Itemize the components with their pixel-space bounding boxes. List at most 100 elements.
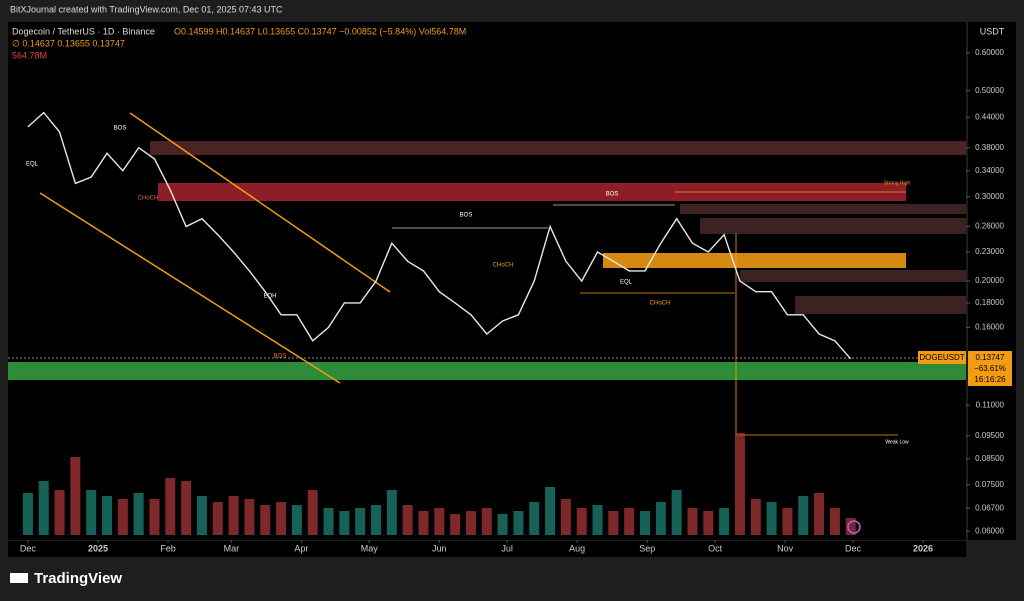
support-zone — [8, 362, 966, 380]
volume-bar — [386, 490, 397, 535]
volume-bar — [719, 508, 730, 535]
x-tick-label: May — [361, 543, 379, 553]
volume-label: 564.78M — [12, 50, 47, 60]
volume-bar — [38, 481, 49, 535]
volume-bar — [814, 493, 825, 535]
price-line-series — [27, 111, 852, 360]
volume-bar — [829, 508, 840, 535]
volume-bar — [529, 502, 540, 535]
volume-bar — [434, 508, 445, 535]
volume-bar — [339, 511, 350, 535]
y-tick-label: 0.07500 — [975, 480, 1004, 489]
x-tick-label: Feb — [160, 543, 176, 553]
volume-bar — [22, 493, 33, 535]
price-tag-price: 0.13747 — [976, 353, 1005, 362]
annotation: EQH — [263, 294, 276, 300]
price-tag — [968, 351, 1012, 386]
annotation: CHoCH — [138, 196, 159, 202]
x-tick-label: Dec — [845, 543, 862, 553]
volume-bar — [845, 518, 856, 535]
y-tick-label: 0.08500 — [975, 454, 1004, 463]
indicator: ∅ 0.14637 0.13655 0.13747 — [12, 38, 125, 48]
x-tick-label: Sep — [639, 543, 655, 553]
trendline — [129, 112, 391, 293]
zone — [680, 204, 966, 214]
volume-bar — [323, 508, 334, 535]
volume-bar — [624, 508, 635, 535]
volume-bar — [766, 502, 777, 535]
replay-icon[interactable] — [847, 520, 861, 534]
annotation: CHoCH — [493, 263, 514, 269]
volume-bar — [655, 502, 666, 535]
volume-bar — [117, 499, 128, 535]
volume-bar — [671, 490, 682, 535]
volume-bar — [798, 496, 809, 535]
x-tick-label: Nov — [777, 543, 794, 553]
y-tick-label: 0.34000 — [975, 166, 1004, 175]
ohlc: O0.14599 H0.14637 L0.13655 C0.13747 −0.0… — [174, 26, 466, 36]
volume-bar — [149, 499, 160, 535]
x-tick-label: Dec — [20, 543, 37, 553]
annotation: BOS — [460, 213, 473, 219]
symbol-tag — [918, 351, 966, 364]
annotation: Weak Low — [885, 439, 909, 445]
zone — [740, 270, 966, 282]
x-tick-label: Jul — [501, 543, 513, 553]
time-axis — [8, 541, 966, 557]
symbol-tag-text: DOGEUSDT — [919, 353, 964, 362]
x-tick-label: Jun — [432, 543, 447, 553]
volume-bar — [497, 514, 508, 535]
volume-bar — [307, 490, 318, 535]
volume-bar — [165, 478, 176, 535]
volume-bar — [276, 502, 287, 535]
volume-bar — [196, 496, 207, 535]
volume-bar — [291, 505, 302, 535]
zone — [795, 296, 966, 314]
zone — [150, 141, 966, 155]
volume-bar — [545, 487, 556, 535]
volume-bar — [513, 511, 524, 535]
annotation: BOS — [274, 354, 287, 360]
demand-zone — [603, 253, 906, 268]
y-tick-label: 0.06000 — [975, 526, 1004, 535]
price-tag-countdown: 16:16:26 — [974, 375, 1006, 384]
volume-bar — [450, 514, 461, 535]
annotation: CHoCH — [650, 301, 671, 307]
volume-bar — [54, 490, 65, 535]
y-tick-label: 0.09500 — [975, 431, 1004, 440]
logo-mark — [10, 573, 28, 583]
volume-bar — [102, 496, 113, 535]
zone — [700, 218, 966, 234]
volume-bar — [212, 502, 223, 535]
volume-bar — [703, 511, 714, 535]
volume-bar — [244, 499, 255, 535]
x-tick-label: 2026 — [913, 543, 933, 553]
volume-bar — [481, 508, 492, 535]
y-tick-label: 0.11000 — [976, 400, 1005, 409]
volume-bar — [608, 511, 619, 535]
x-tick-label: Aug — [569, 543, 585, 553]
y-tick-label: 0.18000 — [975, 298, 1004, 307]
x-tick-label: Apr — [294, 543, 308, 553]
y-tick-label: 0.23000 — [975, 247, 1004, 256]
volume-bar — [560, 499, 571, 535]
volume-bar — [782, 508, 793, 535]
annotation: EQL — [620, 280, 633, 286]
y-tick-label: 0.44000 — [975, 112, 1004, 121]
annotation: BOS — [606, 192, 619, 198]
volume-bar — [402, 505, 413, 535]
x-tick-label: Oct — [708, 543, 723, 553]
annotation: BOS — [114, 126, 127, 132]
price-tag-change: −63.61% — [974, 364, 1006, 373]
volume-bar — [371, 505, 382, 535]
y-tick-label: 0.38000 — [975, 143, 1004, 152]
y-tick-label: 0.50000 — [975, 86, 1004, 95]
price-axis — [968, 22, 1016, 540]
volume-bar — [228, 496, 239, 535]
brand: TradingView — [34, 570, 122, 587]
x-tick-label: Mar — [224, 543, 240, 553]
volume-bar — [418, 511, 429, 535]
currency: USDT — [980, 26, 1005, 36]
y-tick-label: 0.20000 — [975, 276, 1004, 285]
volume-bar — [181, 481, 192, 535]
